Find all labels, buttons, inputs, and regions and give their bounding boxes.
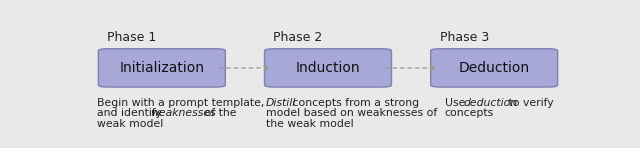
Text: Phase 1: Phase 1 <box>108 31 157 44</box>
Text: Deduction: Deduction <box>459 61 530 75</box>
Text: Phase 3: Phase 3 <box>440 31 489 44</box>
FancyBboxPatch shape <box>264 49 392 87</box>
Text: to verify: to verify <box>505 98 554 108</box>
Text: Use: Use <box>445 98 468 108</box>
Text: deduction: deduction <box>463 98 517 108</box>
Text: Phase 2: Phase 2 <box>273 31 323 44</box>
Text: weak model: weak model <box>97 119 164 129</box>
FancyBboxPatch shape <box>99 49 225 87</box>
Text: Distill: Distill <box>266 98 296 108</box>
Text: of the: of the <box>202 108 237 118</box>
Text: concepts: concepts <box>445 108 494 118</box>
Text: Initialization: Initialization <box>119 61 204 75</box>
Text: concepts from a strong: concepts from a strong <box>289 98 420 108</box>
Text: Induction: Induction <box>296 61 360 75</box>
Text: model based on weaknesses of: model based on weaknesses of <box>266 108 437 118</box>
Text: Begin with a prompt template,: Begin with a prompt template, <box>97 98 265 108</box>
Text: the weak model: the weak model <box>266 119 354 129</box>
FancyBboxPatch shape <box>431 49 557 87</box>
Text: and identify: and identify <box>97 108 166 118</box>
Text: weaknesses: weaknesses <box>150 108 216 118</box>
